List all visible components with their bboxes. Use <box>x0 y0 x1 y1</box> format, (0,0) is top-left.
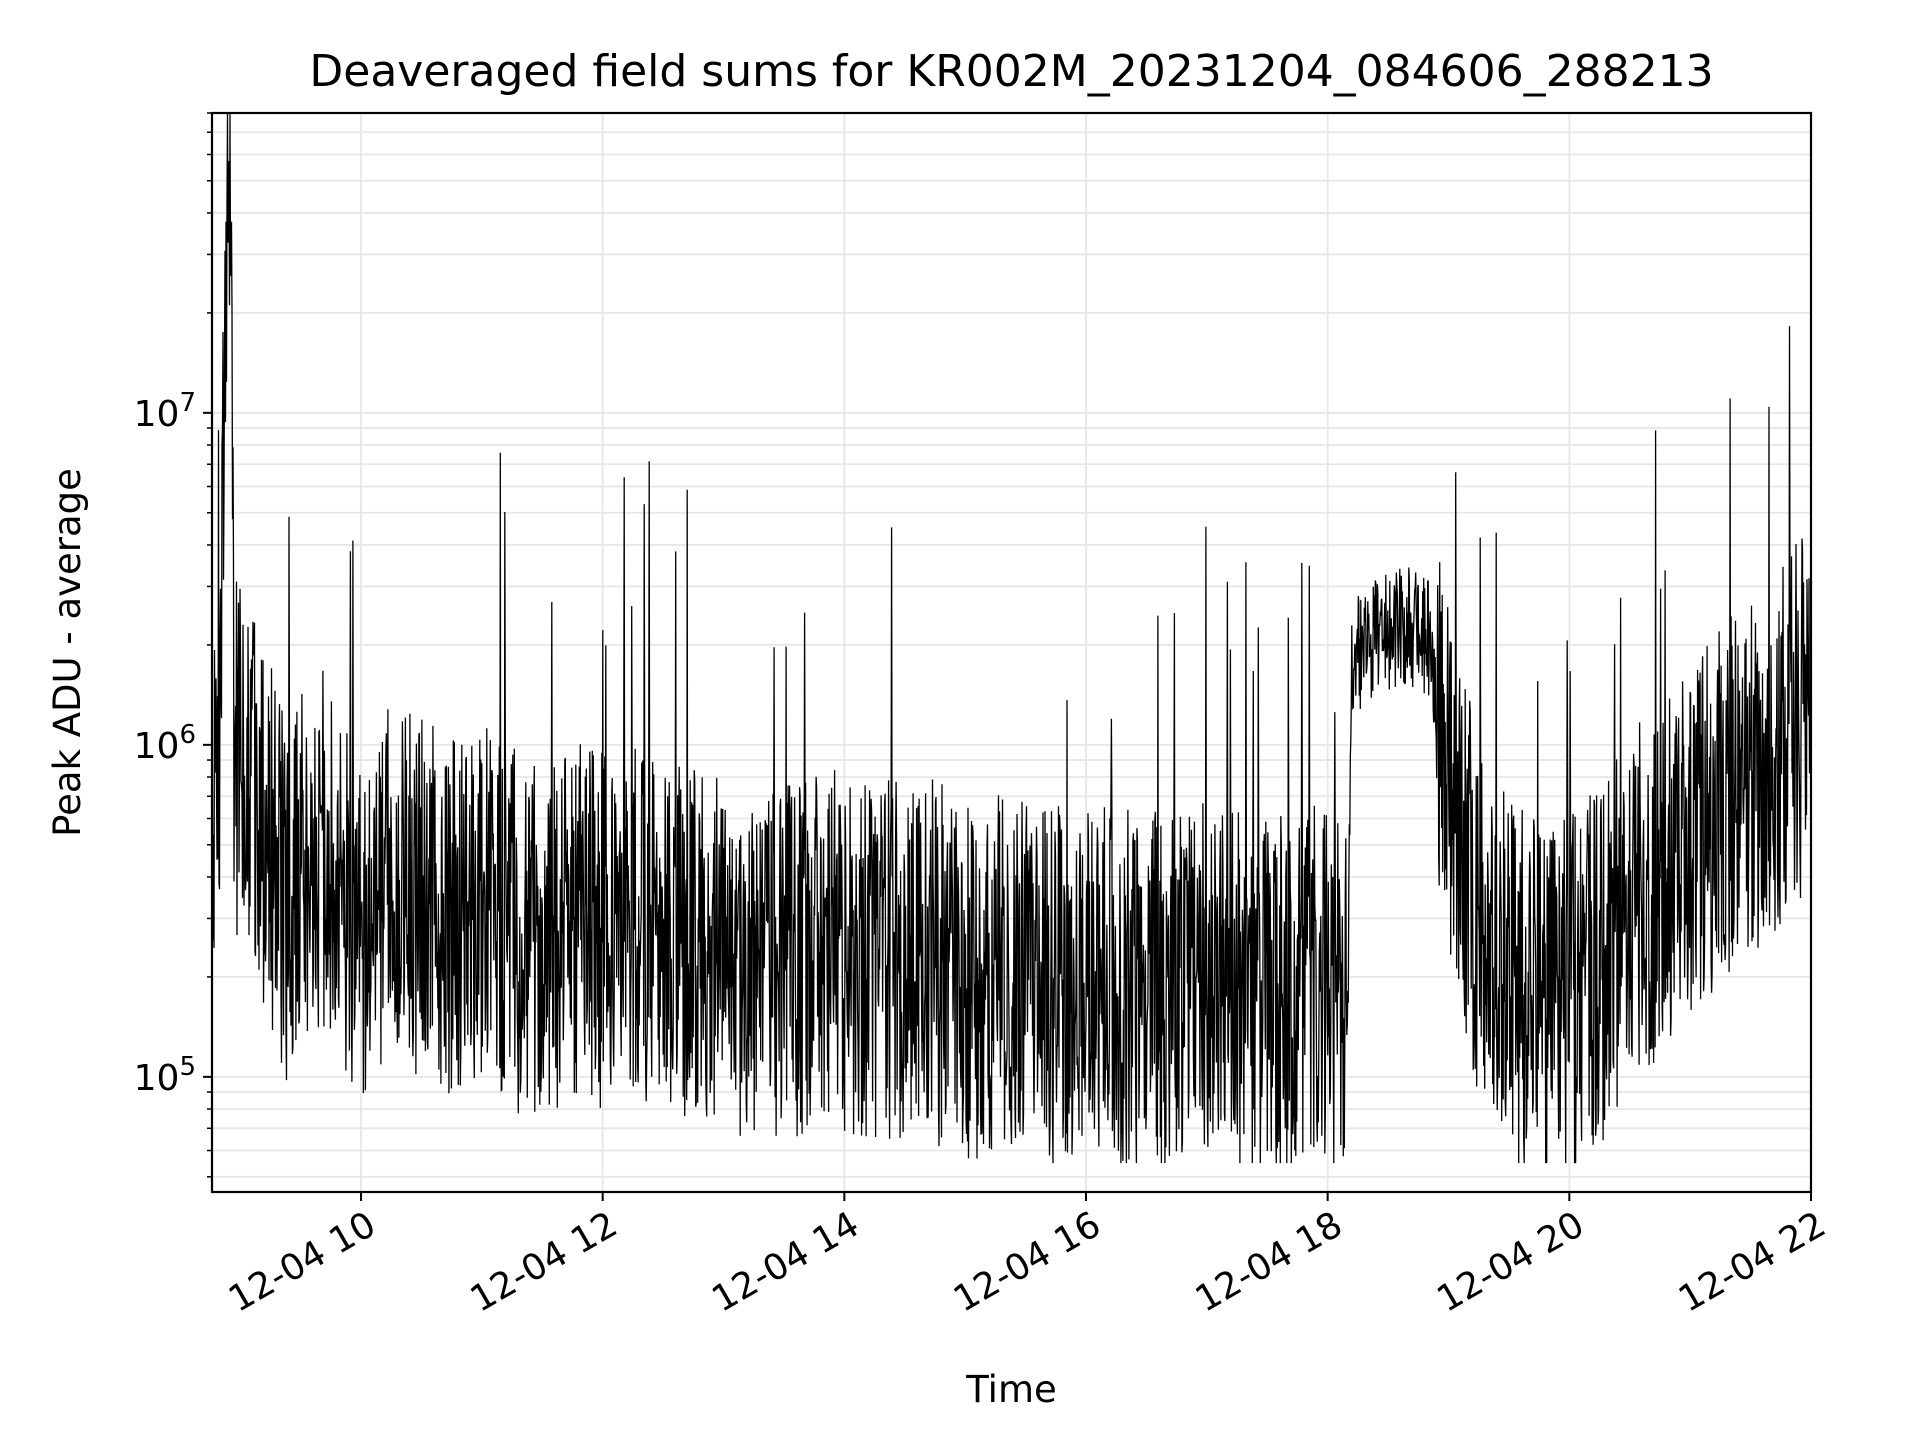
y-tick-label: 106 <box>134 720 196 767</box>
y-tick-label: 105 <box>134 1052 196 1099</box>
line-layer <box>212 113 1811 1164</box>
chart-title: Deaveraged field sums for KR002M_2023120… <box>309 46 1713 97</box>
y-axis-label: Peak ADU - average <box>46 468 89 837</box>
x-axis-label: Time <box>965 1368 1057 1411</box>
series-line <box>212 113 1811 1164</box>
plot-frame <box>210 111 1813 1194</box>
y-tick-label: 107 <box>134 388 196 435</box>
